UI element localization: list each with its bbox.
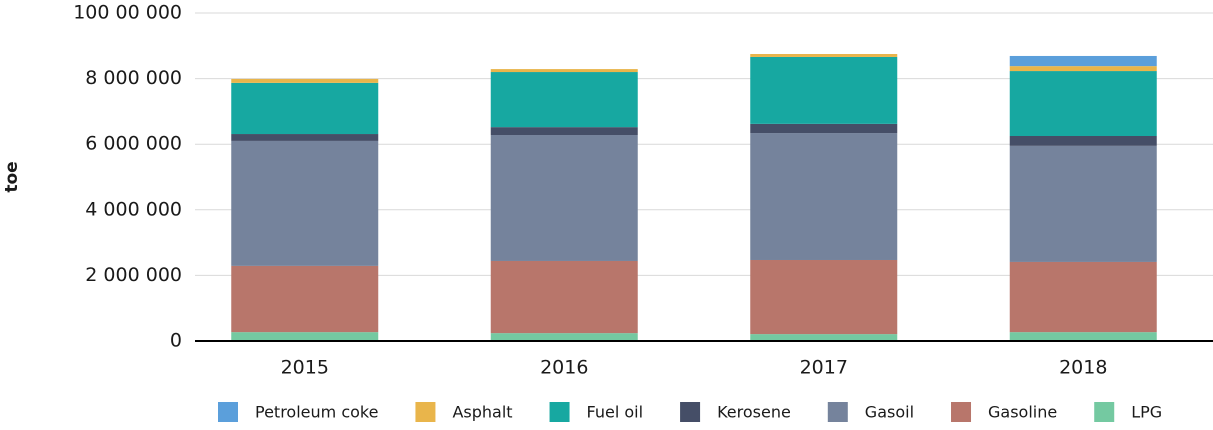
bar-segment xyxy=(231,82,379,135)
bar-segment xyxy=(490,135,638,261)
bar-segment xyxy=(750,259,898,335)
bar-segment xyxy=(750,123,898,134)
bar-segment xyxy=(490,127,638,136)
x-tick-label: 2017 xyxy=(800,357,848,379)
legend-label: LPG xyxy=(1131,403,1162,422)
bar-segment xyxy=(750,133,898,260)
bar-segment xyxy=(231,140,379,266)
legend-swatch xyxy=(680,402,701,422)
y-tick-label: 4 000 000 xyxy=(85,198,182,220)
bar-segment xyxy=(750,334,898,341)
bar-segment xyxy=(231,78,379,83)
bar-segment xyxy=(1009,332,1157,341)
bar-segment xyxy=(490,69,638,73)
legend-label: Petroleum coke xyxy=(255,403,378,422)
x-tick-label: 2015 xyxy=(281,357,329,379)
bar-segment xyxy=(231,265,379,333)
y-tick-label: 100 00 000 xyxy=(73,2,182,24)
legend-label: Asphalt xyxy=(452,403,512,422)
bar-segment xyxy=(1009,145,1157,262)
legend-swatch xyxy=(827,402,848,422)
legend-swatch xyxy=(218,402,238,422)
x-tick-label: 2016 xyxy=(540,357,588,379)
bar-segment xyxy=(490,260,638,334)
bar-segment xyxy=(1009,55,1157,67)
legend-label: Kerosene xyxy=(717,403,791,422)
bar-segment xyxy=(1009,136,1157,146)
y-tick-label: 6 000 000 xyxy=(85,133,182,155)
legend-swatch xyxy=(415,402,436,422)
y-tick-label: 2 000 000 xyxy=(85,264,182,286)
legend-label: Gasoil xyxy=(865,403,914,422)
bar-segment xyxy=(1009,66,1157,72)
bar-segment xyxy=(750,56,898,124)
legend-label: Gasoline xyxy=(988,403,1057,422)
x-tick-label: 2018 xyxy=(1059,357,1107,379)
legend-label: Fuel oil xyxy=(587,403,644,422)
y-tick-label: 0 xyxy=(170,330,182,352)
bar-segment xyxy=(231,332,379,341)
bar-segment xyxy=(490,333,638,341)
y-axis-label: toe xyxy=(2,161,22,192)
bar-segment xyxy=(750,54,898,57)
bar-segment xyxy=(1009,261,1157,333)
legend-swatch xyxy=(549,402,570,422)
y-tick-label: 8 000 000 xyxy=(85,67,182,89)
bar-segment xyxy=(1009,71,1157,136)
legend-swatch xyxy=(951,402,972,422)
bar-segment xyxy=(490,72,638,128)
legend-swatch xyxy=(1094,402,1115,422)
bar-segment xyxy=(231,134,379,141)
